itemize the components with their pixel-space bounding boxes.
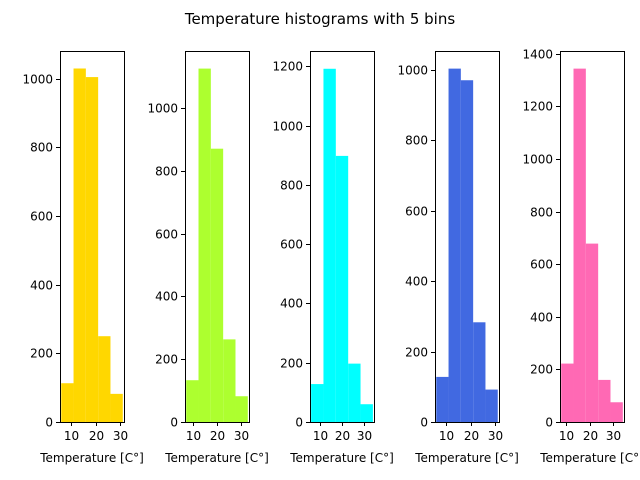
y-tick-label: 1000 [522,153,553,167]
x-axis-label: Temperature [C°] [414,451,519,465]
x-tick-label: 20 [583,429,598,443]
histogram-bar [360,404,373,422]
histogram-bar [598,379,611,422]
y-tick-label: 200 [530,363,553,377]
x-tick-label: 10 [313,429,328,443]
y-tick-label: 200 [30,347,53,361]
y-tick-label: 0 [295,416,303,430]
y-tick-label: 600 [280,238,303,252]
x-tick-label: 10 [559,429,574,443]
y-tick-label: 400 [530,311,553,325]
histogram-bar [323,68,336,423]
histogram-bar [73,68,86,422]
y-tick-label: 1000 [272,120,303,134]
y-tick-label: 1400 [522,48,553,62]
histogram-bar [610,402,623,422]
y-tick-label: 800 [155,165,178,179]
histogram-bar [448,68,461,422]
y-tick-label: 800 [530,206,553,220]
y-tick-label: 0 [45,416,53,430]
x-tick-label: 10 [439,429,454,443]
y-tick-label: 800 [405,134,428,148]
histogram-panel-3: 0 200 400 600 800 1000 1200 10 20 30 Temperature [… [272,51,394,465]
x-tick-label: 30 [234,429,249,443]
y-tick-label: 200 [155,353,178,367]
y-tick-label: 400 [280,297,303,311]
histogram-panel-1: 0 200 400 600 800 1000 10 20 30 Temperature [C°] [22,51,144,465]
x-axis-label: Temperature [C°] [164,451,269,465]
x-tick-label: 20 [89,429,104,443]
histogram-bar [198,68,211,423]
x-tick-label: 20 [335,429,350,443]
y-tick-label: 400 [30,279,53,293]
histogram-bar [561,363,574,422]
x-tick-label: 10 [186,429,201,443]
y-tick-label: 1200 [272,60,303,74]
histogram-bar [110,393,123,422]
x-tick-label: 30 [357,429,372,443]
x-tick-label: 20 [210,429,225,443]
histogram-bar [485,389,498,422]
x-tick-label: 30 [113,429,128,443]
y-tick-label: 600 [530,258,553,272]
histogram-bar [98,336,111,422]
histogram-bar [311,384,324,422]
histogram-bar [573,68,586,422]
y-tick-label: 1000 [22,73,53,87]
y-tick-label: 1000 [397,64,428,78]
histogram-bar [585,243,599,422]
histogram-bar [61,383,74,422]
histogram-bar [335,155,349,423]
x-axis-label: Temperature [C°] [289,451,394,465]
histogram-bar [235,396,248,422]
histogram-bar [186,380,199,422]
y-tick-label: 1200 [522,100,553,114]
histogram-bar [460,80,474,423]
y-tick-label: 600 [405,205,428,219]
y-tick-label: 200 [280,357,303,371]
y-tick-label: 400 [405,275,428,289]
y-tick-label: 400 [155,290,178,304]
y-tick-label: 600 [155,228,178,242]
histogram-panel-2: 0 200 400 600 800 1000 10 20 30 Temperature [C°] [147,51,269,465]
histogram-bar [85,77,99,423]
y-tick-label: 600 [30,210,53,224]
y-tick-label: 1000 [147,102,178,116]
axes-frame [435,51,500,423]
histogram-bar [210,148,224,423]
x-tick-label: 10 [64,429,79,443]
axes-frame [60,51,125,423]
histogram-bar [436,376,449,422]
histogram-bar [473,322,486,422]
x-axis-label: Temperature [C°] [539,451,640,465]
y-tick-label: 0 [545,416,553,430]
x-tick-label: 30 [488,429,503,443]
histogram-panel-5: 0 200 400 600 800 1000 1200 1400 10 20 30 Temperatu… [522,48,640,466]
histogram-bar [223,339,236,422]
figure-title: Temperature histograms with 5 bins [184,10,456,28]
x-tick-label: 20 [464,429,479,443]
histogram-panel-4: 0 200 400 600 800 1000 10 20 30 Temperature [C°] [397,51,519,465]
y-tick-label: 800 [280,179,303,193]
axes-frame [560,51,625,423]
y-tick-label: 800 [30,141,53,155]
y-tick-label: 0 [170,416,178,430]
histogram-bar [348,363,361,422]
y-tick-label: 0 [420,416,428,430]
x-axis-label: Temperature [C°] [39,451,144,465]
y-tick-label: 200 [405,346,428,360]
x-tick-label: 30 [606,429,621,443]
